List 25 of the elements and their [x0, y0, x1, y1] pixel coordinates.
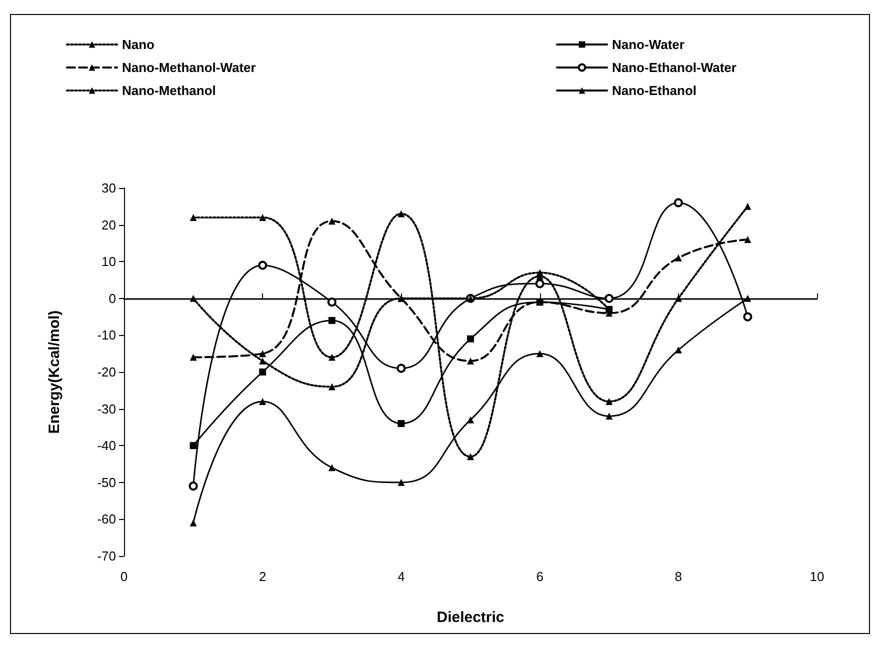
y-tick-label: -30: [97, 401, 116, 416]
y-tick-label: -10: [97, 328, 116, 343]
y-tick-label: -60: [97, 512, 116, 527]
y-tick-label: 20: [102, 217, 116, 232]
x-tick-label: 6: [536, 569, 544, 584]
y-axis-title: Energy(Kcal/mol): [46, 310, 63, 434]
y-tick-label: -50: [97, 474, 116, 490]
y-tick-label: 30: [102, 180, 116, 196]
x-tick-label: 0: [120, 569, 128, 584]
y-tick-label: -70: [97, 548, 116, 564]
x-axis-title: Dielectric: [436, 609, 504, 626]
y-tick-label: -40: [97, 438, 116, 454]
legend-label: Nano-Water: [612, 37, 684, 52]
y-tick-label: 0: [108, 290, 116, 306]
legend-label: Nano-Ethanol: [612, 83, 696, 98]
legend-label: Nano-Methanol: [122, 83, 216, 98]
x-tick-label: 8: [674, 569, 682, 584]
legend-label: Nano-Ethanol-Water: [612, 60, 736, 75]
legend-label: Nano: [122, 37, 155, 52]
y-tick-label: -20: [97, 364, 116, 380]
x-tick-label: 10: [810, 569, 824, 584]
y-tick-label: 10: [102, 254, 116, 270]
x-tick-label: 4: [398, 569, 405, 584]
legend-label: Nano-Methanol-Water: [122, 60, 256, 75]
x-tick-label: 2: [258, 569, 266, 584]
